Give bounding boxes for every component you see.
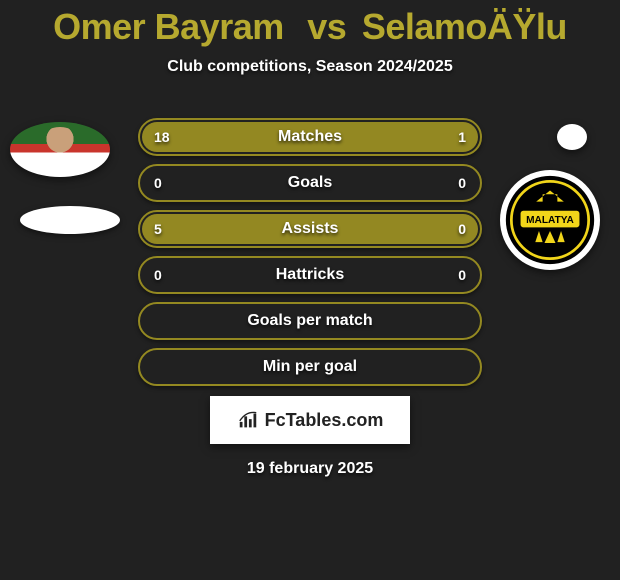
fctables-text: FcTables.com [265, 410, 384, 431]
stat-row-matches: 18 1 Matches [138, 118, 482, 156]
stat-row-hattricks: 0 0 Hattricks [138, 256, 482, 294]
stat-label: Hattricks [276, 266, 344, 284]
stat-value-right: 1 [458, 129, 466, 145]
stat-value-left: 0 [154, 267, 162, 283]
stat-row-goals-per-match: Goals per match [138, 302, 482, 340]
date-label: 19 february 2025 [0, 460, 620, 478]
stat-value-right: 0 [458, 267, 466, 283]
player2-avatar-placeholder [557, 124, 587, 150]
stat-value-right: 0 [458, 221, 466, 237]
stat-row-min-per-goal: Min per goal [138, 348, 482, 386]
stat-row-assists: 5 0 Assists [138, 210, 482, 248]
stat-label: Goals per match [247, 312, 372, 330]
stat-label: Goals [288, 174, 332, 192]
stats-panel: 18 1 Matches 0 0 Goals 5 0 Assists 0 0 Hattricks Goa… [138, 118, 482, 394]
bar-chart-icon [237, 409, 259, 431]
subtitle: Club competitions, Season 2024/2025 [0, 58, 620, 76]
title-versus: vs [307, 6, 346, 47]
stat-value-right: 0 [458, 175, 466, 191]
title-player2: SelamoÄŸlu [362, 6, 567, 47]
badge-text: MALATYA [526, 215, 574, 226]
title-player1: Omer Bayram [53, 6, 284, 47]
fctables-watermark: FcTables.com [210, 396, 410, 444]
stat-label: Matches [278, 128, 342, 146]
stat-label: Min per goal [263, 358, 357, 376]
stat-value-left: 18 [154, 129, 170, 145]
player1-avatar [10, 122, 110, 177]
player1-team-badge-placeholder [20, 206, 120, 234]
player2-team-badge: MALATYA [500, 170, 600, 270]
stat-value-left: 5 [154, 221, 162, 237]
stat-row-goals: 0 0 Goals [138, 164, 482, 202]
page-title: Omer Bayram vs SelamoÄŸlu [0, 0, 620, 48]
stat-value-left: 0 [154, 175, 162, 191]
stat-label: Assists [282, 220, 339, 238]
